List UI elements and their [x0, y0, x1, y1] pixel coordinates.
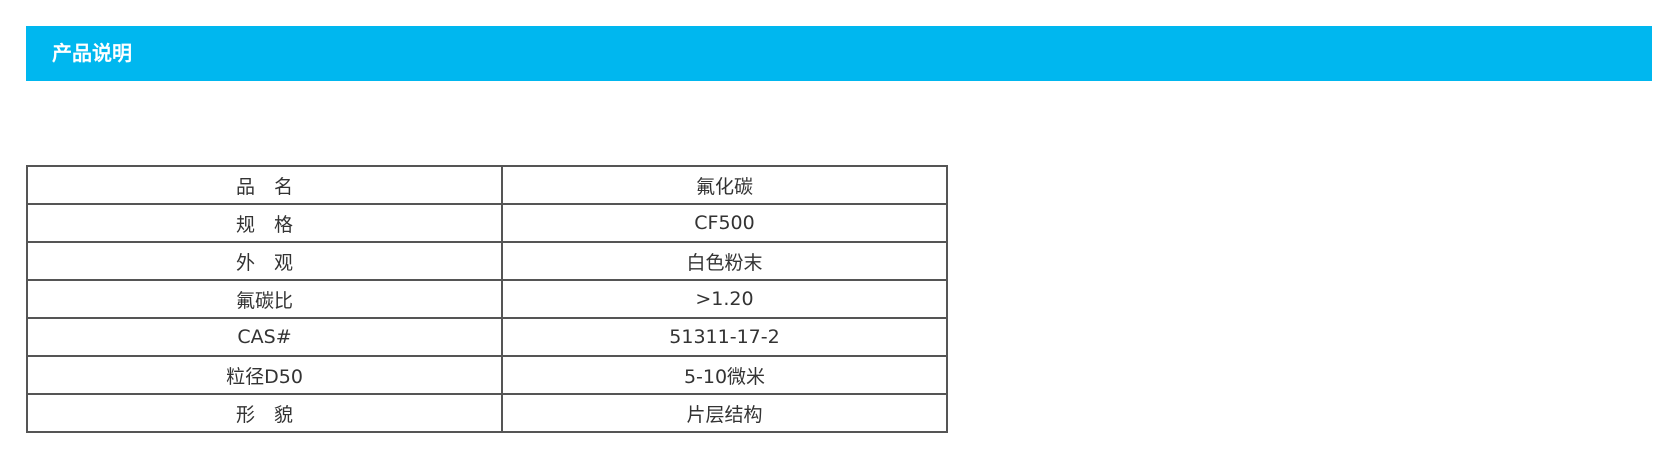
spec-value: 片层结构: [501, 393, 948, 433]
table-row: CAS# 51311-17-2: [26, 317, 948, 357]
table-row: 品 名氟化碳: [26, 165, 948, 205]
spec-label: CAS#: [26, 317, 503, 357]
table-row: 氟碳比 >1.20: [26, 279, 948, 319]
spec-value: >1.20: [501, 279, 948, 319]
section-header: 产品说明: [26, 26, 1652, 81]
spec-value: 51311-17-2: [501, 317, 948, 357]
table-row: 粒径D50 5-10微米: [26, 355, 948, 395]
spec-value: 5-10微米: [501, 355, 948, 395]
spec-value: 氟化碳: [501, 165, 948, 205]
spec-label: 氟碳比: [26, 279, 503, 319]
table-row: 规 格 CF500: [26, 203, 948, 243]
spec-label: 粒径D50: [26, 355, 503, 395]
spec-value: 白色粉末: [501, 241, 948, 281]
spec-table: 品 名氟化碳规 格 CF500 外 观白色粉末 氟碳比 >1.20 CAS# 51311-1…: [26, 165, 948, 433]
section-title: 产品说明: [52, 41, 132, 65]
table-row: 外 观白色粉末: [26, 241, 948, 281]
spec-label: 品 名: [26, 165, 503, 205]
table-row: 形 貌片层结构: [26, 393, 948, 433]
spec-label: 规 格: [26, 203, 503, 243]
spec-label: 外 观: [26, 241, 503, 281]
spec-value: CF500: [501, 203, 948, 243]
spec-label: 形 貌: [26, 393, 503, 433]
